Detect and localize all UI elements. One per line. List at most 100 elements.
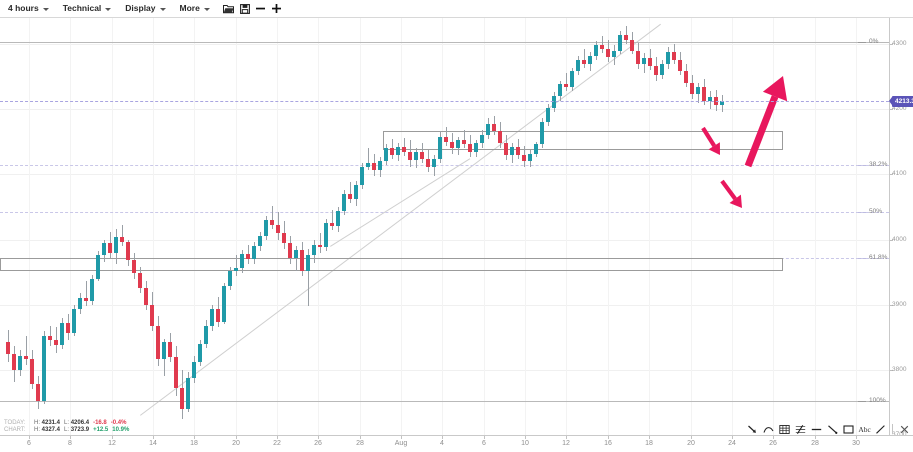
date-tick-mark <box>401 436 402 439</box>
technical-menu[interactable]: Technical <box>56 0 119 17</box>
candle-body <box>660 63 664 76</box>
date-axis[interactable]: 6 8 12 14 18 20 22 26 28 Aug 4 6 10 12 16 18 20 24 26 28 30 <box>0 435 913 452</box>
candle-wick <box>236 255 237 276</box>
candle-body <box>654 66 658 76</box>
candle-wick <box>602 36 603 54</box>
candle-body <box>192 362 196 378</box>
candle-body <box>6 342 10 355</box>
price-gridline <box>0 44 889 46</box>
candle-body <box>354 184 358 200</box>
ray-tool[interactable] <box>874 423 887 436</box>
curve-tool[interactable] <box>762 423 775 436</box>
horizontal-line-tool[interactable] <box>810 423 823 436</box>
upper-supply-zone[interactable] <box>383 131 783 151</box>
candle-body <box>594 45 598 56</box>
date-gridline <box>153 18 154 435</box>
candle-body <box>72 308 76 334</box>
candle-body <box>426 158 430 167</box>
zoom-out-icon[interactable] <box>253 0 269 17</box>
fib-retracement-tool[interactable] <box>778 423 791 436</box>
date-tick-mark <box>194 436 195 439</box>
candle-body <box>336 210 340 227</box>
candle-body <box>582 59 586 64</box>
candle-wick <box>464 130 465 149</box>
fib-level-line[interactable] <box>0 42 889 44</box>
price-tick-label: 4300 <box>892 40 907 48</box>
candle-body <box>636 50 640 64</box>
candle-body <box>570 71 574 88</box>
candle-body <box>378 161 382 171</box>
zoom-in-icon[interactable] <box>269 0 285 17</box>
candle-body <box>396 147 400 155</box>
candle-body <box>402 147 406 153</box>
candle-body <box>42 335 46 402</box>
candle-body <box>174 356 178 389</box>
date-gridline <box>318 18 319 435</box>
date-tick-mark <box>29 436 30 439</box>
price-tick-label: 3700 <box>892 431 906 439</box>
candle-body <box>564 84 568 88</box>
chart-plot-area[interactable] <box>0 18 889 435</box>
date-gridline <box>649 18 650 435</box>
date-tick-mark <box>732 436 733 439</box>
date-tick-label: 24 <box>728 440 736 447</box>
today-label: TODAY: <box>4 420 26 426</box>
date-tick-mark <box>360 436 361 439</box>
fib-level-label: 50% <box>869 207 883 215</box>
close-tools-icon[interactable] <box>898 423 911 436</box>
date-tick-mark <box>318 436 319 439</box>
trend-line-tool[interactable] <box>826 423 839 436</box>
candle-body <box>384 148 388 162</box>
candle-body <box>204 325 208 344</box>
chart-label: CHART: <box>4 427 26 433</box>
display-menu[interactable]: Display <box>118 0 172 17</box>
candle-body <box>78 298 82 309</box>
candle-wick <box>404 137 405 157</box>
date-tick-mark <box>608 436 609 439</box>
fib-level-line[interactable] <box>0 211 889 213</box>
date-tick-label: Aug <box>394 440 408 447</box>
arrow-tool[interactable] <box>746 423 759 436</box>
fib-level-line[interactable] <box>0 164 889 166</box>
date-tick-mark <box>566 436 567 439</box>
date-gridline <box>732 18 733 435</box>
fib-extension-tool[interactable] <box>794 423 807 436</box>
candle-body <box>282 233 286 244</box>
candle-body <box>288 243 292 258</box>
candle-body <box>126 242 130 261</box>
date-tick-mark <box>525 436 526 439</box>
price-gridline <box>0 109 889 111</box>
candle-body <box>264 219 268 236</box>
candle-body <box>516 147 520 155</box>
candle-body <box>132 260 136 274</box>
candle-body <box>84 298 88 301</box>
candle-wick <box>296 246 297 271</box>
drawing-toolbar: Abc <box>746 421 911 437</box>
date-gridline <box>442 18 443 435</box>
date-tick-mark <box>815 436 816 439</box>
price-gridline <box>0 304 889 306</box>
date-tick-label: 16 <box>604 440 612 447</box>
up-arrow-large[interactable] <box>744 76 788 168</box>
fib-level-dash <box>858 42 866 44</box>
folder-open-icon[interactable] <box>221 0 237 17</box>
candle-wick <box>272 205 273 230</box>
candle-body <box>522 154 526 162</box>
text-tool[interactable]: Abc <box>858 423 871 436</box>
price-tick-label: 4100 <box>892 170 907 178</box>
date-tick-label: 30 <box>852 440 860 447</box>
price-axis[interactable]: 4300 4200 4100 4000 3900 3800 3700 <box>889 18 913 438</box>
candle-body <box>156 325 160 360</box>
more-menu[interactable]: More <box>173 0 217 17</box>
fib-level-line[interactable] <box>0 401 889 403</box>
timeframe-selector[interactable]: 4 hours <box>0 0 56 17</box>
candle-body <box>588 55 592 64</box>
date-tick-mark <box>112 436 113 439</box>
candle-body <box>474 143 478 153</box>
lower-demand-zone[interactable] <box>0 257 783 271</box>
display-label: Display <box>125 3 156 13</box>
candle-body <box>366 162 370 167</box>
rectangle-tool[interactable] <box>842 423 855 436</box>
save-icon[interactable] <box>237 0 253 17</box>
date-tick-label: 10 <box>521 440 529 447</box>
